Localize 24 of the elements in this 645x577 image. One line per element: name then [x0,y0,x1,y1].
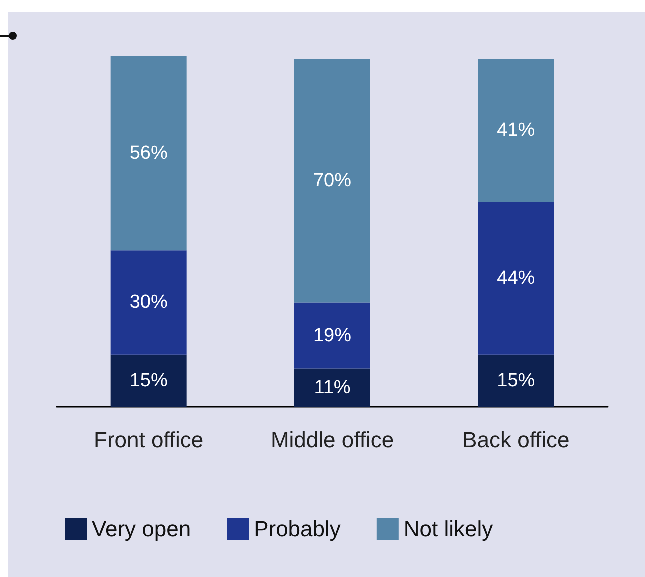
legend-label: Probably [254,516,341,542]
x-tick-label: Front office [94,428,204,452]
legend-label: Very open [92,516,192,542]
bar [294,59,370,303]
data-label: 11% [314,377,351,398]
data-label: 15% [130,370,168,392]
legend-label: Not likely [404,516,494,542]
data-label: 56% [130,142,168,164]
bar [478,354,554,407]
bar [478,202,554,355]
bar [110,354,187,407]
bar [294,368,370,407]
bar [110,56,187,251]
x-tick-label: Middle office [270,428,394,452]
data-label: 41% [497,120,536,142]
bar [110,250,187,355]
data-label: 70% [313,170,352,192]
data-label: 30% [130,292,168,314]
bar [294,302,370,369]
bar [478,59,554,202]
x-tick-label: Back office [462,428,570,452]
data-label: 44% [497,268,536,289]
data-label: 19% [313,325,352,346]
data-label: 15% [497,370,536,392]
